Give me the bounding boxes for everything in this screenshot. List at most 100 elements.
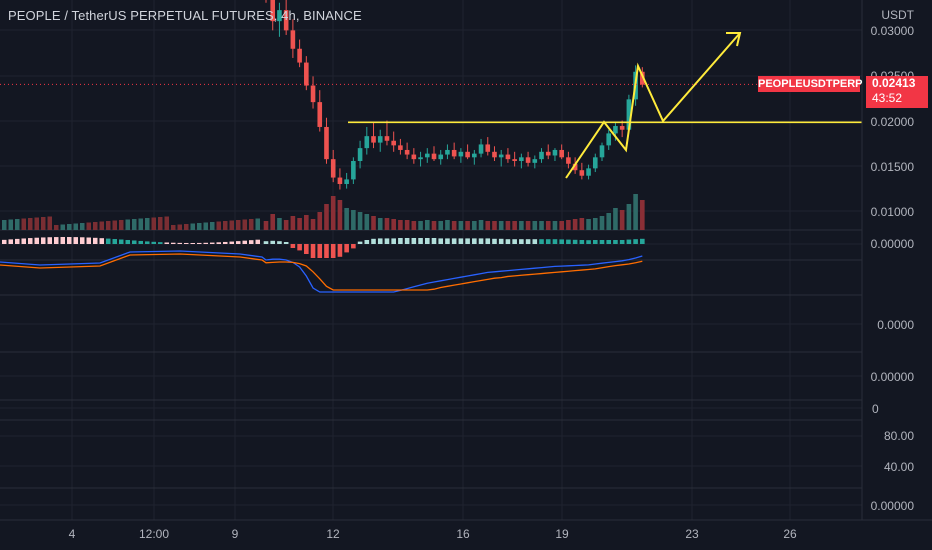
currency-label: USDT <box>881 8 914 22</box>
candle-body <box>351 161 356 180</box>
candle-body <box>317 102 323 127</box>
volume-bar <box>545 221 551 230</box>
macd-hist-bar <box>8 239 13 244</box>
price-tick: 0.01500 <box>870 160 914 174</box>
volume-bars <box>2 194 645 230</box>
volume-bar <box>478 220 484 230</box>
macd-hist-bar <box>216 242 221 244</box>
candle-body <box>418 157 423 160</box>
macd-hist-bar <box>255 239 260 244</box>
macd-hist-bar <box>2 239 7 244</box>
volume-bar <box>364 214 370 230</box>
candle-body <box>364 136 370 149</box>
macd-hist-bar <box>599 240 605 244</box>
volume-bar <box>324 204 329 230</box>
macd-hist-bar <box>106 238 111 244</box>
macd-hist-bar <box>519 239 524 244</box>
macd-hist-bar <box>566 239 571 244</box>
macd-hist-bar <box>586 240 591 244</box>
volume-bar <box>297 218 302 230</box>
volume-bar <box>283 220 289 230</box>
volume-bar <box>249 219 254 230</box>
volume-bar <box>384 218 390 230</box>
candle-body <box>485 144 491 152</box>
macd-hist-bar <box>99 238 104 244</box>
trend-drawings <box>348 32 862 179</box>
macd-hist-bar <box>640 238 645 244</box>
candle-body <box>344 179 349 184</box>
signal-line <box>0 253 643 291</box>
price-tick: 0.03000 <box>870 24 914 38</box>
macd-hist-bar <box>613 240 618 244</box>
macd-hist-bar <box>21 238 26 244</box>
macd-hist-bar <box>67 237 72 244</box>
macd-hist-bar <box>330 244 336 258</box>
volume-bar <box>485 221 491 230</box>
volume-bar <box>290 216 296 230</box>
volume-bar <box>242 219 247 230</box>
macd-hist-bar <box>138 240 143 244</box>
macd-hist-bar <box>411 238 417 244</box>
candle-body <box>572 163 578 171</box>
volume-bar <box>277 218 282 230</box>
volume-bar <box>67 224 72 230</box>
volume-bar <box>310 219 316 230</box>
time-tick: 12 <box>326 527 340 541</box>
candle-body <box>431 153 437 160</box>
macd-lines <box>0 250 643 293</box>
macd-hist-bar <box>80 237 85 244</box>
pane4-axis-tick: 0.00000 <box>870 370 914 384</box>
volume-bar <box>210 222 215 230</box>
volume-bar <box>47 216 52 230</box>
macd-hist-bar <box>54 237 59 244</box>
macd-hist-bar <box>525 239 531 244</box>
candle-body <box>626 99 632 130</box>
time-tick: 12:00 <box>138 527 170 541</box>
time-tick: 23 <box>685 527 699 541</box>
macd-hist-bar <box>539 239 544 244</box>
macd-hist-bar <box>626 239 632 244</box>
macd-hist-bar <box>357 241 363 244</box>
candle-body <box>472 153 477 158</box>
volume-bar <box>263 221 269 230</box>
volume-bar <box>498 221 504 230</box>
time-tick: 16 <box>456 527 470 541</box>
macd-hist-bar <box>371 238 376 244</box>
candle-body <box>619 126 625 130</box>
rsi-axis-tick: 40.00 <box>883 460 914 474</box>
volume-bar <box>60 224 65 230</box>
volume-bar <box>73 223 78 230</box>
candle-body <box>404 149 410 155</box>
macd-hist-bar <box>112 239 117 244</box>
candle-body <box>377 136 383 143</box>
macd-hist-bar <box>404 238 410 244</box>
macd-hist-bar <box>438 238 444 244</box>
volume-bar <box>93 222 98 230</box>
macd-hist-bar <box>203 242 208 244</box>
time-tick: 4 <box>68 527 76 541</box>
macd-hist-bar <box>270 240 276 244</box>
macd-hist-bar <box>344 244 349 253</box>
macd-hist-bar <box>223 241 228 244</box>
volume-bar <box>21 218 26 230</box>
macd-hist-bar <box>512 239 517 244</box>
volume-bar <box>125 219 130 230</box>
rsi-axis-tick: 80.00 <box>883 429 914 443</box>
volume-bar <box>458 221 464 230</box>
volume-bar <box>80 223 85 230</box>
candle-body <box>545 151 551 156</box>
macd-hist-bar <box>579 240 585 244</box>
macd-line <box>0 250 643 293</box>
volume-bar <box>418 221 423 230</box>
candle-body <box>337 177 343 184</box>
candle-body <box>330 159 336 178</box>
volume-bar <box>357 212 363 230</box>
volume-bar <box>438 221 444 230</box>
axis-lines <box>0 0 932 521</box>
candle-body <box>270 0 276 22</box>
volume-bar <box>15 219 20 230</box>
macd-hist-bar <box>190 242 195 244</box>
volume-bar <box>398 220 403 230</box>
candle-body <box>606 133 612 146</box>
